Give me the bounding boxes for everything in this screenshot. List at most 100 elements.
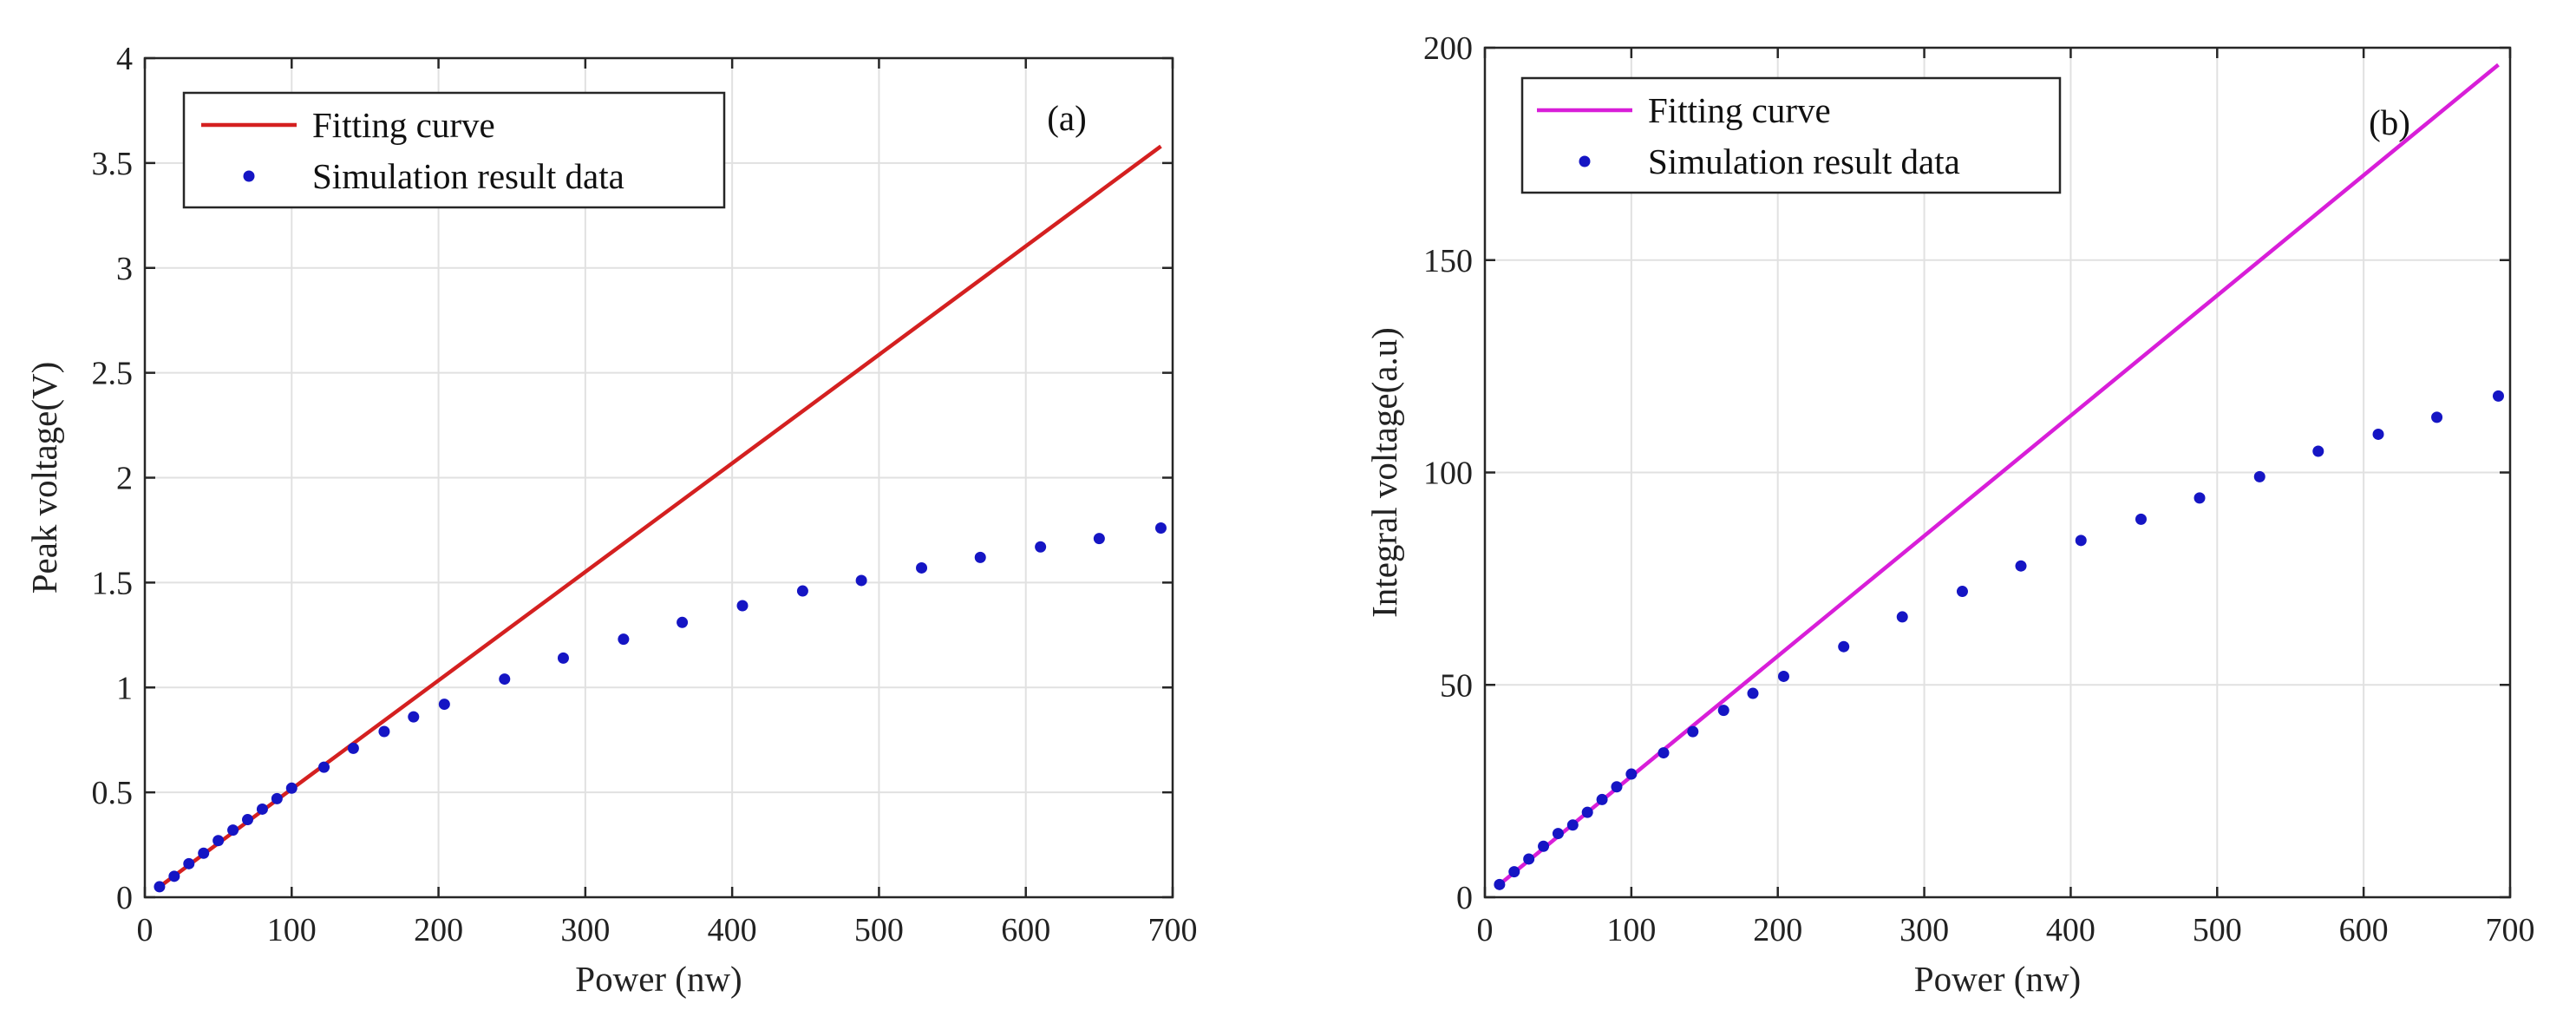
fitting-curve-line [158,144,1162,889]
simulation-data-point [242,814,253,826]
x-tick-label: 700 [2486,912,2535,948]
simulation-data-point [256,803,268,815]
simulation-data-point [2194,492,2206,504]
simulation-data-point [1717,705,1729,717]
simulation-data-point [1838,640,1850,653]
x-tick-label: 500 [2193,912,2242,948]
x-tick-label: 0 [137,912,154,948]
x-tick-label: 600 [1001,912,1050,948]
y-tick-label: 1.5 [92,565,134,601]
simulation-data-point [227,824,239,836]
y-axis-label: Peak voltage(V) [24,362,64,594]
legend: Fitting curve Simulation result data [1520,76,2062,194]
y-tick-label: 1 [116,670,133,706]
panel-label: (b) [2369,102,2410,142]
y-tick-label: 200 [1423,30,1473,67]
simulation-data-point [1581,806,1593,818]
y-tick-label: 3.5 [92,146,134,182]
x-tick-label: 400 [708,912,757,948]
simulation-data-point [916,561,928,574]
simulation-data-point [2312,445,2324,457]
x-tick-label: 700 [1148,912,1198,948]
simulation-data-point [1035,541,1047,553]
simulation-data-point [1552,828,1564,840]
simulation-data-point [736,600,749,612]
y-tick-label: 2.5 [92,356,134,392]
simulation-data-point [1538,840,1550,852]
y-tick-label: 50 [1440,667,1473,704]
simulation-data-point [198,847,210,859]
simulation-data-point [2431,411,2443,423]
legend-marker-swatch [243,170,255,182]
legend: Fitting curve Simulation result data [182,91,726,209]
simulation-data-point [1625,768,1638,780]
legend-entry-simulation-data: Simulation result data [1648,141,1960,181]
simulation-data-point [408,711,420,723]
simulation-data-point [2135,513,2147,525]
legend-marker-swatch [1579,155,1591,167]
y-axis-label: Integral voltage(a.u) [1364,327,1404,618]
simulation-data-point [2372,428,2384,440]
simulation-data-point [271,792,283,804]
simulation-data-point [855,574,867,587]
panel-label: (a) [1047,98,1087,138]
simulation-data-point [318,761,330,773]
simulation-data-point [1154,522,1167,535]
chart-panel-b: 0 100 200 300 400 500 600 700 0 50 100 150 200 Power … [1364,30,2535,999]
simulation-data-point [1747,687,1759,699]
simulation-data-point [212,835,225,847]
y-tick-label: 0.5 [92,775,134,811]
x-axis-label: Power (nw) [575,959,742,999]
simulation-data-point [1657,747,1670,759]
simulation-data-point [796,585,808,597]
simulation-data-point [2492,390,2504,402]
y-tick-label: 4 [116,41,133,77]
simulation-data-point [438,699,450,711]
simulation-data-point [1093,533,1105,545]
x-tick-label: 200 [1753,912,1802,948]
simulation-data-point [2015,560,2027,572]
y-tick-label: 3 [116,251,133,287]
simulation-data-point [1687,725,1699,738]
x-axis-label: Power (nw) [1914,959,2081,999]
simulation-data-point [1494,878,1506,890]
legend-box [1520,76,2062,194]
simulation-data-point [1896,611,1908,623]
x-tick-label: 200 [414,912,463,948]
legend-entry-fitting-curve: Fitting curve [1648,90,1831,130]
simulation-data-point [1777,670,1789,682]
simulation-data-point [618,633,630,646]
simulation-data-point [2253,470,2265,482]
simulation-data-point [499,673,511,686]
x-tick-label: 300 [1899,912,1949,948]
y-tick-label: 0 [116,880,133,916]
simulation-data-point [1508,866,1520,878]
simulation-data-point [378,725,390,738]
simulation-data-point [1523,853,1535,865]
legend-box [182,91,726,209]
simulation-data-point [557,652,569,664]
simulation-data-point [1596,793,1608,805]
x-tick-label: 100 [267,912,317,948]
simulation-data-point [183,857,195,869]
y-tick-label: 150 [1423,243,1473,279]
simulation-data-point [2075,535,2087,547]
legend-entry-fitting-curve: Fitting curve [312,105,495,145]
y-tick-label: 100 [1423,456,1473,492]
simulation-data-point [347,742,359,754]
simulation-data-point [1956,586,1968,598]
chart-panel-a: 0 100 200 300 400 500 600 700 0 0.5 1 1.5 2 2.5 3 3.5 4 P… [24,41,1198,999]
simulation-data-point [154,881,166,893]
y-tick-label: 0 [1456,880,1473,916]
x-tick-label: 400 [2046,912,2095,948]
x-tick-label: 0 [1477,912,1494,948]
x-tick-label: 300 [560,912,610,948]
simulation-data-point [285,782,297,794]
x-tick-label: 600 [2339,912,2389,948]
simulation-data-point [1611,781,1623,793]
simulation-data-point [1566,819,1579,831]
simulation-data-point [677,616,689,628]
x-tick-label: 500 [854,912,904,948]
x-tick-label: 100 [1606,912,1656,948]
